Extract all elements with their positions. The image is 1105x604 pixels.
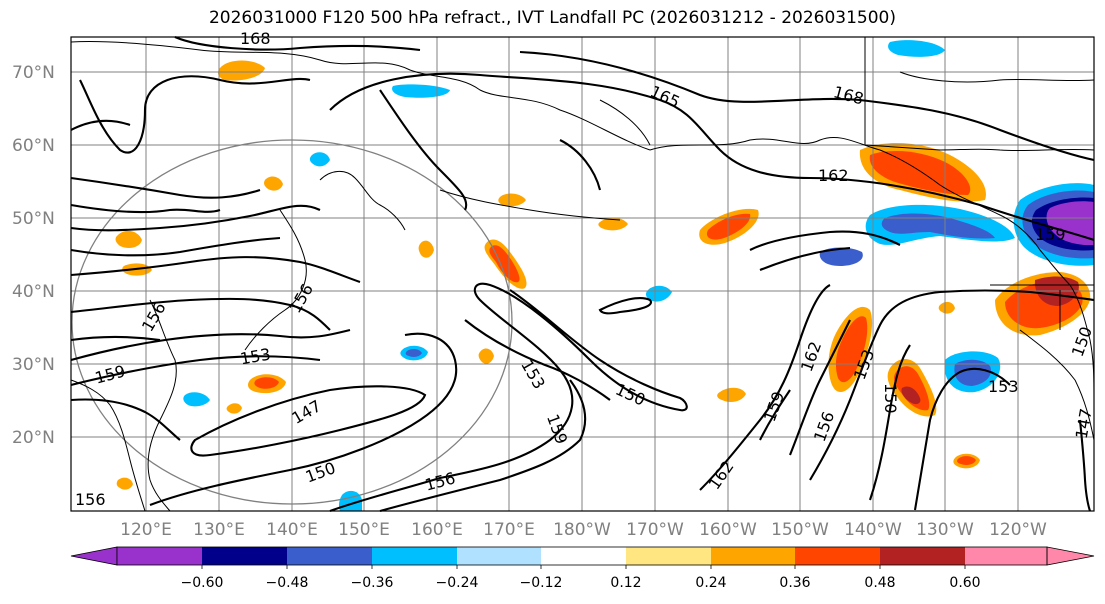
lon-label: 150°W (771, 520, 829, 540)
colorbar-segment (795, 547, 880, 565)
colorbar-extend-high (1046, 546, 1095, 566)
lon-label: 160°W (699, 520, 757, 540)
map-title: 2026031000 F120 500 hPa refract., IVT La… (208, 8, 896, 28)
landfall-region-circle (71, 139, 513, 505)
colorbar-segment (880, 547, 965, 565)
colorbar-tick-label: 0.12 (610, 575, 641, 591)
colorbar-segment (626, 547, 711, 565)
shade-negative (888, 40, 945, 57)
lat-label: 50°N (12, 209, 55, 229)
shade-positive (116, 477, 133, 490)
shade-positive (498, 193, 526, 207)
shade-negative (881, 213, 995, 239)
colorbar-tick-label: −0.48 (266, 575, 309, 591)
shade-negative (392, 84, 450, 98)
lon-label: 150°E (338, 520, 390, 540)
longitude-labels: 120°E 130°E 140°E 150°E 160°E 170°E 180°… (120, 520, 1047, 540)
anomaly-shading (115, 40, 1094, 511)
colorbar-segment (372, 547, 457, 565)
shade-positive (115, 230, 142, 248)
contour-label: 153 (988, 377, 1019, 396)
lat-label: 40°N (12, 282, 55, 302)
lon-label: 130°E (193, 520, 245, 540)
colorbar-segment (457, 547, 541, 565)
colorbar-extend-low (70, 546, 118, 566)
shade-negative (819, 247, 863, 266)
shade-positive (264, 176, 283, 191)
colorbar-segment (541, 547, 626, 565)
map-frame (70, 36, 1095, 512)
latitude-labels: 70°N 60°N 50°N 40°N 30°N 20°N (12, 63, 55, 448)
shade-positive (835, 316, 868, 383)
shade-positive (418, 240, 434, 258)
shade-negative (405, 348, 422, 357)
shade-positive (938, 301, 955, 314)
lon-label: 160°E (411, 520, 463, 540)
colorbar-segment (202, 547, 287, 565)
shade-positive (226, 403, 242, 414)
colorbar-tick-label: −0.36 (351, 575, 394, 591)
lon-label: 170°E (483, 520, 535, 540)
height-contours (70, 36, 1095, 513)
contour-label: 159 (1035, 225, 1066, 244)
shade-positive (901, 386, 921, 405)
coastlines (70, 37, 1095, 512)
colorbar-tick-label: −0.24 (436, 575, 479, 591)
colorbar-tick-label: −0.60 (181, 575, 224, 591)
colorbar-segment (711, 547, 795, 565)
shade-negative (309, 152, 330, 167)
shade-negative (1046, 201, 1094, 246)
lon-label: 120°E (120, 520, 172, 540)
shade-negative (645, 285, 672, 302)
colorbar-frame (116, 546, 1048, 566)
shade-positive (957, 456, 976, 465)
colorbar-tick-label: 0.24 (695, 575, 726, 591)
contour-label: 150 (881, 383, 900, 414)
colorbar-tick-label: 0.48 (864, 575, 895, 591)
lon-label: 140°W (844, 520, 902, 540)
lon-label: 130°W (916, 520, 974, 540)
lon-label: 170°W (626, 520, 684, 540)
colorbar-segment (965, 547, 1047, 565)
colorbar-tick-label: −0.12 (520, 575, 563, 591)
shade-negative (183, 392, 210, 407)
shade-positive (717, 387, 746, 402)
shade-positive (598, 217, 628, 231)
colorbar-segment (117, 547, 202, 565)
contour-label: 168 (240, 29, 271, 48)
contour-label: 156 (75, 490, 106, 509)
colorbar-segment (287, 547, 372, 565)
shade-negative (954, 359, 991, 386)
lat-label: 30°N (12, 355, 55, 375)
colorbar: −0.60 −0.48 −0.36 −0.24 −0.12 0.12 0.24 … (70, 546, 1095, 591)
colorbar-ticks (201, 565, 966, 569)
lat-label: 20°N (12, 428, 55, 448)
colorbar-tick-label: 0.60 (949, 575, 980, 591)
lon-label: 140°E (266, 520, 318, 540)
lat-label: 70°N (12, 63, 55, 83)
contour-label: 162 (818, 166, 849, 185)
lon-label: 120°W (989, 520, 1047, 540)
colorbar-tick-label: 0.36 (779, 575, 810, 591)
lat-label: 60°N (12, 136, 55, 156)
shade-positive (478, 348, 494, 364)
lon-label: 180°W (553, 520, 611, 540)
shade-positive (254, 377, 279, 389)
shade-positive (217, 60, 265, 81)
shade-positive (706, 213, 751, 240)
